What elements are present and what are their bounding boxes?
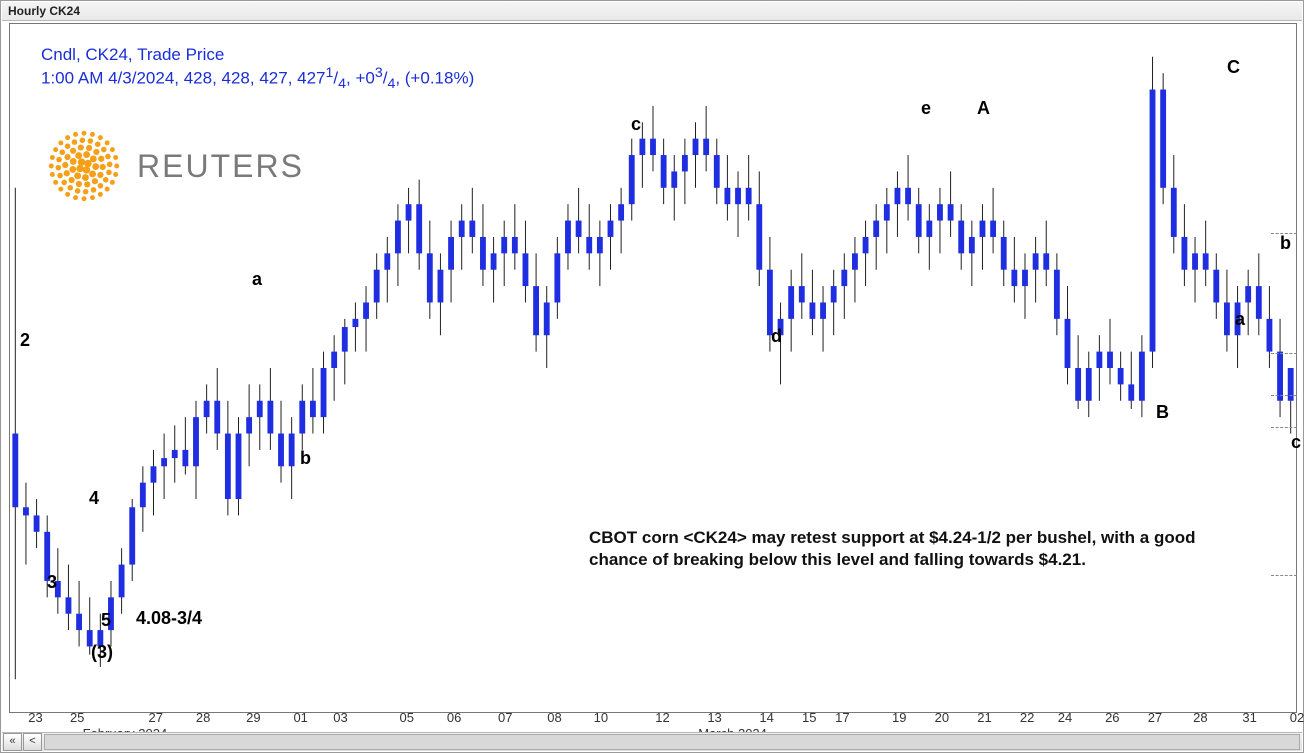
x-axis-tick: 27	[149, 710, 163, 725]
wave-label: b	[1280, 233, 1291, 254]
x-axis: 23 25 27 28 29 01 03 05 06 07 08 10 12 13 14 15 17 19 20 21…	[9, 710, 1297, 732]
wave-label: d	[771, 326, 782, 347]
x-axis-tick: 10	[594, 710, 608, 725]
wave-label: a	[1235, 309, 1245, 330]
x-axis-tick: 02	[1290, 710, 1304, 725]
reference-line	[1271, 233, 1297, 234]
chart-window: Hourly CK24 Cndl, CK24, Trade Price 1:00…	[0, 0, 1304, 753]
x-axis-tick: 24	[1058, 710, 1072, 725]
title-bar: Hourly CK24	[2, 2, 1302, 21]
reuters-logo-text: REUTERS	[137, 148, 304, 185]
reuters-logo-icon	[45, 127, 123, 205]
x-axis-tick: 06	[447, 710, 461, 725]
x-axis-tick: 05	[400, 710, 414, 725]
x-axis-tick: 14	[759, 710, 773, 725]
scroll-track[interactable]	[44, 734, 1300, 750]
x-axis-tick: 22	[1020, 710, 1034, 725]
wave-label: a	[252, 269, 262, 290]
wave-label: B	[1156, 402, 1169, 423]
wave-label: (3)	[91, 642, 113, 663]
wave-label: c	[631, 114, 641, 135]
reference-line	[1271, 395, 1297, 396]
reuters-logo: REUTERS	[45, 127, 304, 205]
x-axis-tick: 26	[1105, 710, 1119, 725]
x-axis-tick: 21	[977, 710, 991, 725]
horizontal-scrollbar[interactable]: « <	[2, 732, 1302, 751]
wave-label: 5	[101, 610, 111, 631]
x-axis-tick: 17	[835, 710, 849, 725]
wave-label: C	[1227, 57, 1240, 78]
reference-line	[1271, 575, 1297, 576]
reference-line	[1271, 427, 1297, 428]
x-axis-tick: 12	[655, 710, 669, 725]
wave-label: c	[1291, 432, 1301, 453]
x-axis-tick: 31	[1242, 710, 1256, 725]
series-label: Cndl, CK24, Trade Price	[41, 45, 224, 65]
quote-line: 1:00 AM 4/3/2024, 428, 428, 427, 4271/4,…	[41, 65, 474, 92]
x-axis-tick: 03	[333, 710, 347, 725]
x-axis-tick: 28	[196, 710, 210, 725]
x-axis-tick: 27	[1148, 710, 1162, 725]
wave-label: 4	[89, 488, 99, 509]
x-axis-tick: 28	[1193, 710, 1207, 725]
wave-label: b	[300, 448, 311, 469]
price-annotation: 4.08-3/4	[136, 608, 202, 629]
scroll-rewind-button[interactable]: «	[3, 733, 22, 751]
wave-label: e	[921, 98, 931, 119]
x-axis-tick: 15	[802, 710, 816, 725]
reference-line	[1271, 353, 1297, 354]
x-axis-tick: 07	[498, 710, 512, 725]
x-axis-tick: 25	[70, 710, 84, 725]
window-title: Hourly CK24	[8, 4, 80, 18]
analysis-text: CBOT corn <CK24> may retest support at $…	[589, 527, 1209, 571]
scroll-left-button[interactable]: <	[23, 733, 42, 751]
x-axis-tick: 08	[547, 710, 561, 725]
x-axis-tick: 13	[707, 710, 721, 725]
x-axis-tick: 29	[246, 710, 260, 725]
x-axis-tick: 20	[935, 710, 949, 725]
x-axis-tick: 19	[892, 710, 906, 725]
x-axis-tick: 23	[28, 710, 42, 725]
wave-label: 2	[20, 330, 30, 351]
x-axis-tick: 01	[293, 710, 307, 725]
wave-label: 3	[47, 572, 57, 593]
wave-label: A	[977, 98, 990, 119]
